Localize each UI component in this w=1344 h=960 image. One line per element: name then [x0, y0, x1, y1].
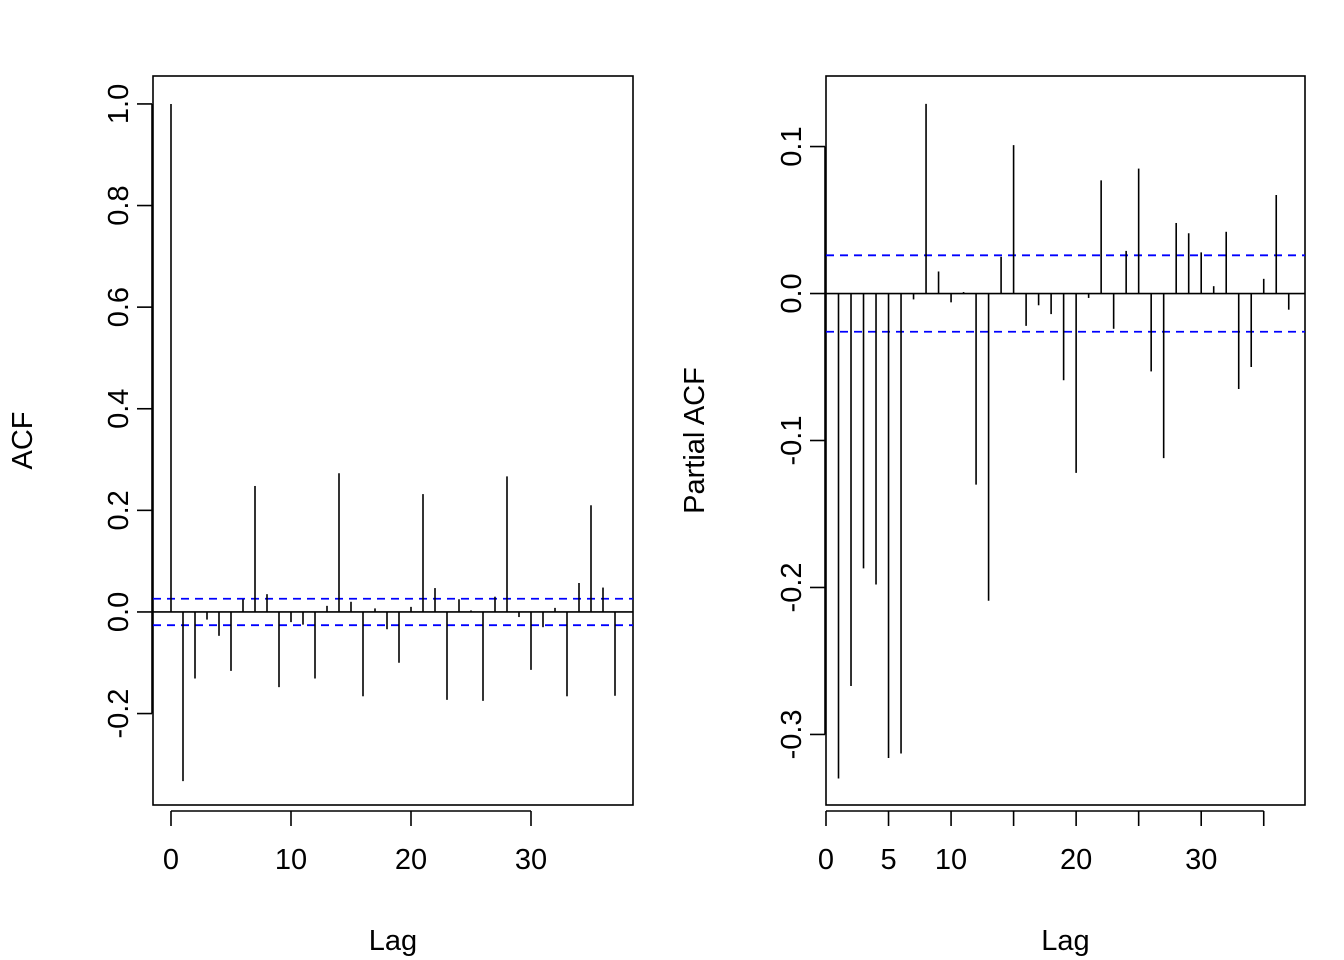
acf-x-tick-label: 0 — [163, 844, 179, 876]
pacf-y-tick-label: -0.2 — [776, 562, 808, 612]
acf-plot-frame — [152, 75, 634, 806]
acf-y-tick-label: 1.0 — [103, 84, 135, 124]
acf-y-tick-label: 0.8 — [103, 185, 135, 225]
pacf-x-tick-label: 0 — [818, 844, 834, 876]
pacf-x-tick-label: 10 — [935, 844, 967, 876]
acf-panel: 0 10 20 30 -0.2 0.0 0.2 0.4 0.6 0.8 1.0 Lag ACF — [7, 75, 634, 957]
acf-y-axis-title: ACF — [7, 412, 39, 470]
acf-y-tick-label: 0.4 — [103, 389, 135, 429]
pacf-plot-frame — [825, 75, 1306, 806]
pacf-y-axis-title: Partial ACF — [679, 367, 711, 514]
pacf-y-tick-label: -0.1 — [776, 416, 808, 466]
pacf-x-tick-label: 30 — [1185, 844, 1217, 876]
acf-y-tick-label: -0.2 — [103, 689, 135, 739]
pacf-y-tick-label: 0.1 — [776, 126, 808, 166]
acf-y-tick-label: 0.0 — [103, 592, 135, 632]
acf-x-axis-title: Lag — [369, 925, 417, 957]
acf-y-tick-label: 0.2 — [103, 490, 135, 530]
pacf-x-tick-label: 5 — [880, 844, 896, 876]
acf-x-tick-label: 30 — [515, 844, 547, 876]
acf-x-tick-label: 20 — [395, 844, 427, 876]
pacf-x-axis-title: Lag — [1041, 925, 1089, 957]
acf-x-tick-label: 10 — [275, 844, 307, 876]
pacf-y-tick-label: -0.3 — [776, 709, 808, 759]
pacf-x-tick-label: 20 — [1060, 844, 1092, 876]
pacf-y-tick-label: 0.0 — [776, 273, 808, 313]
pacf-panel: 0 5 10 20 30 -0.3 -0.2 -0.1 0.0 0.1 Lag Partial ACF — [679, 75, 1306, 957]
acf-y-tick-label: 0.6 — [103, 287, 135, 327]
